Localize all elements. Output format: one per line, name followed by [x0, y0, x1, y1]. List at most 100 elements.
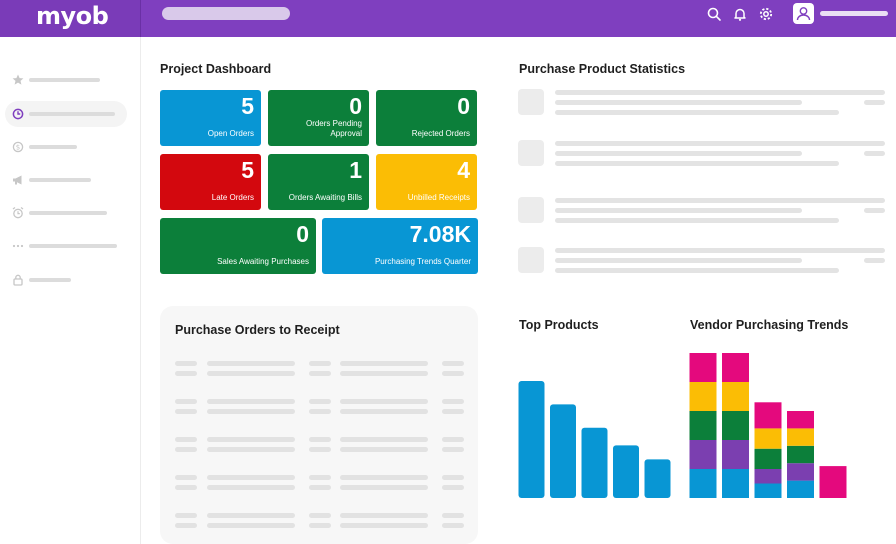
sidebar-item-label — [29, 78, 100, 82]
sidebar-item-label — [29, 278, 71, 282]
tile-label: Orders Pending Approval — [305, 119, 362, 138]
bell-icon[interactable] — [732, 6, 748, 22]
skeleton-line — [555, 208, 802, 213]
skeleton-cell — [207, 371, 295, 376]
tile-late-orders[interactable]: 5 Late Orders — [160, 154, 261, 210]
skeleton-cell — [442, 523, 464, 528]
skeleton-cell — [340, 361, 428, 366]
vendor-trends-segment — [754, 469, 782, 484]
search-bar[interactable] — [162, 7, 290, 20]
stats-title: Purchase Product Statistics — [519, 62, 686, 76]
skeleton-cell — [175, 447, 197, 452]
vendor-trends-segment — [819, 466, 847, 498]
tile-rejected-orders[interactable]: 0 Rejected Orders — [376, 90, 477, 146]
top-products-bar — [581, 427, 608, 498]
skeleton-cell — [207, 513, 295, 518]
tile-value: 0 — [457, 93, 470, 119]
gear-icon[interactable] — [758, 6, 774, 22]
vendor-trends-segment — [787, 480, 814, 498]
tile-value: 4 — [457, 157, 470, 183]
tile-orders-pending-approval[interactable]: 0 Orders Pending Approval — [268, 90, 369, 146]
skeleton-line — [555, 100, 802, 105]
myob-logo[interactable]: myob — [36, 2, 109, 30]
tile-value: 1 — [349, 157, 362, 183]
skeleton-cell — [309, 371, 331, 376]
tile-orders-awaiting-bills[interactable]: 1 Orders Awaiting Bills — [268, 154, 369, 210]
skeleton-cell — [207, 523, 295, 528]
vendor-trends-segment — [787, 428, 814, 446]
skeleton-cell — [309, 485, 331, 490]
tile-open-orders[interactable]: 5 Open Orders — [160, 90, 261, 146]
skeleton-line — [555, 268, 839, 273]
skeleton-cell — [340, 447, 428, 452]
tile-label: Sales Awaiting Purchases — [217, 257, 309, 266]
skeleton-line — [555, 141, 885, 146]
skeleton-cell — [442, 361, 464, 366]
vendor-trends-segment — [754, 483, 782, 498]
skeleton-cell — [442, 437, 464, 442]
skeleton-cell — [442, 513, 464, 518]
skeleton-cell — [207, 409, 295, 414]
skeleton-cell — [340, 475, 428, 480]
tile-label: Open Orders — [207, 129, 254, 138]
skeleton-cell — [175, 513, 197, 518]
skeleton-cell — [309, 399, 331, 404]
vendor-trends-segment — [722, 469, 749, 498]
skeleton-cell — [442, 371, 464, 376]
vendor-trends-segment — [689, 440, 717, 469]
sidebar-item-label — [29, 211, 107, 215]
skeleton-cell — [175, 409, 197, 414]
skeleton-cell — [442, 399, 464, 404]
skeleton-cell — [207, 485, 295, 490]
vendor-trends-segment — [722, 440, 749, 469]
stats-row-thumbnail — [518, 89, 544, 115]
sidebar-item-more[interactable] — [5, 233, 127, 259]
tile-value: 5 — [241, 157, 254, 183]
user-avatar[interactable] — [793, 3, 814, 24]
skeleton-line — [555, 161, 839, 166]
skeleton-cell — [175, 475, 197, 480]
user-name-placeholder[interactable] — [820, 11, 888, 16]
top-products-bar — [518, 381, 545, 498]
skeleton-cell — [309, 513, 331, 518]
skeleton-cell — [309, 523, 331, 528]
skeleton-cell — [175, 361, 197, 366]
skeleton-cell — [175, 523, 197, 528]
top-products-bar — [613, 445, 639, 498]
sidebar-item-marketing[interactable] — [5, 167, 127, 193]
skeleton-cell — [340, 485, 428, 490]
skeleton-cell — [442, 475, 464, 480]
tile-purchasing-trends-quarter[interactable]: 7.08K Purchasing Trends Quarter — [322, 218, 478, 274]
sidebar-item-reminders[interactable] — [5, 200, 127, 226]
sidebar-item-recent[interactable] — [5, 101, 127, 127]
more-icon — [12, 244, 24, 248]
vendor-trends-segment — [787, 463, 814, 481]
vendor-trends-segment — [722, 411, 749, 440]
tile-label: Orders Awaiting Bills — [288, 193, 362, 202]
tile-label: Purchasing Trends Quarter — [374, 257, 471, 266]
skeleton-cell — [207, 437, 295, 442]
skeleton-cell — [175, 371, 197, 376]
sidebar-item-favorites[interactable] — [5, 67, 127, 93]
sidebar-item-sales[interactable]: $ — [5, 134, 127, 160]
tile-value: 0 — [296, 221, 309, 247]
tile-value: 0 — [349, 93, 362, 119]
clock-icon — [12, 108, 24, 120]
skeleton-cell — [340, 409, 428, 414]
skeleton-cell — [442, 447, 464, 452]
sidebar-item-label — [29, 112, 115, 116]
skeleton-cell — [207, 361, 295, 366]
skeleton-cell — [442, 485, 464, 490]
sidebar-item-label — [29, 178, 91, 182]
skeleton-cell — [175, 399, 197, 404]
vendor-trends-chart — [689, 353, 847, 498]
sidebar: $ — [0, 37, 141, 544]
skeleton-cell — [309, 437, 331, 442]
sidebar-item-security[interactable] — [5, 267, 127, 293]
tile-sales-awaiting-purchases[interactable]: 0 Sales Awaiting Purchases — [160, 218, 316, 274]
search-icon[interactable] — [706, 6, 722, 22]
dashboard-title: Project Dashboard — [160, 62, 272, 76]
tile-unbilled-receipts[interactable]: 4 Unbilled Receipts — [376, 154, 477, 210]
skeleton-line — [555, 151, 802, 156]
top-products-chart — [518, 381, 671, 498]
